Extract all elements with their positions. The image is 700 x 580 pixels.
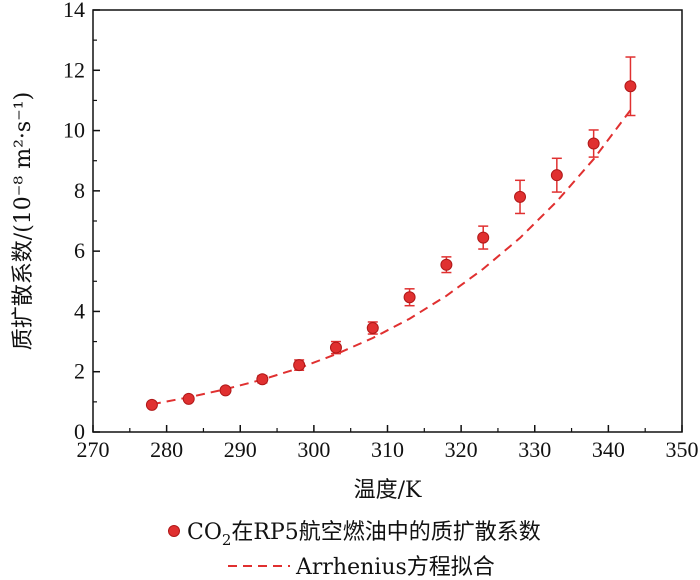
y-tick-label: 12 xyxy=(63,57,85,82)
x-tick-label: 310 xyxy=(371,437,404,462)
point-marker xyxy=(293,359,306,372)
plot-frame xyxy=(92,9,683,433)
y-tick-label: 8 xyxy=(74,178,85,203)
point-marker xyxy=(624,80,637,93)
x-tick-label: 350 xyxy=(666,437,699,462)
x-tick-label: 340 xyxy=(592,437,625,462)
data-point xyxy=(256,373,269,386)
point-marker xyxy=(219,384,232,397)
point-marker xyxy=(440,258,453,271)
legend-item-fit: Arrhenius方程拟合 xyxy=(228,555,495,580)
legend-label-co: CO xyxy=(187,520,222,545)
y-tick-label: 14 xyxy=(63,0,85,22)
y-tick-label: 10 xyxy=(63,118,85,143)
data-points xyxy=(145,56,637,411)
x-tick-label: 300 xyxy=(297,437,330,462)
point-marker xyxy=(329,341,342,354)
y-tick-label: 2 xyxy=(74,359,85,384)
point-marker xyxy=(587,137,600,150)
x-tick-label: 280 xyxy=(150,437,183,462)
legend-label-fit: Arrhenius方程拟合 xyxy=(295,555,495,580)
point-marker xyxy=(514,190,527,203)
data-point xyxy=(514,179,527,215)
data-point xyxy=(624,56,637,117)
data-point xyxy=(403,288,416,307)
data-point xyxy=(182,392,195,405)
y-axis: 0 2 4 6 8 10 12 14 xyxy=(63,0,100,444)
data-point xyxy=(145,398,158,411)
data-point xyxy=(329,340,342,355)
legend-label-subscript: 2 xyxy=(222,531,232,549)
x-axis-title: 温度/K xyxy=(354,478,422,503)
arrhenius-fit-line xyxy=(151,109,632,406)
x-tick-label: 320 xyxy=(445,437,478,462)
data-point xyxy=(440,256,453,274)
data-point xyxy=(477,225,490,250)
data-point xyxy=(219,384,232,397)
legend-item-data: CO2在RP5航空燃油中的质扩散系数 xyxy=(168,520,541,549)
point-marker xyxy=(182,392,195,405)
y-tick-label: 4 xyxy=(74,298,85,323)
data-point xyxy=(293,359,306,372)
point-marker xyxy=(256,373,269,386)
x-tick-label: 290 xyxy=(224,437,257,462)
legend-label-data: CO2在RP5航空燃油中的质扩散系数 xyxy=(187,520,541,549)
point-marker xyxy=(403,291,416,304)
point-marker xyxy=(477,231,490,244)
legend: CO2在RP5航空燃油中的质扩散系数 Arrhenius方程拟合 xyxy=(168,520,541,580)
data-point xyxy=(366,321,379,335)
x-tick-label: 270 xyxy=(77,437,110,462)
x-tick-label: 330 xyxy=(518,437,551,462)
point-marker xyxy=(145,398,158,411)
point-marker xyxy=(550,169,563,182)
x-axis: 270 280 290 300 310 320 330 340 350 xyxy=(77,425,699,462)
point-marker xyxy=(366,322,379,335)
y-tick-label: 0 xyxy=(74,419,85,444)
data-point xyxy=(587,129,600,158)
y-tick-label: 6 xyxy=(74,238,85,263)
data-point xyxy=(550,157,563,193)
legend-label-rest: 在RP5航空燃油中的质扩散系数 xyxy=(231,520,540,545)
plot-border xyxy=(92,9,683,433)
y-axis-title: 质扩散系数/(10⁻⁸ m²·s⁻¹) xyxy=(11,92,36,350)
legend-marker-scatter xyxy=(168,525,180,537)
